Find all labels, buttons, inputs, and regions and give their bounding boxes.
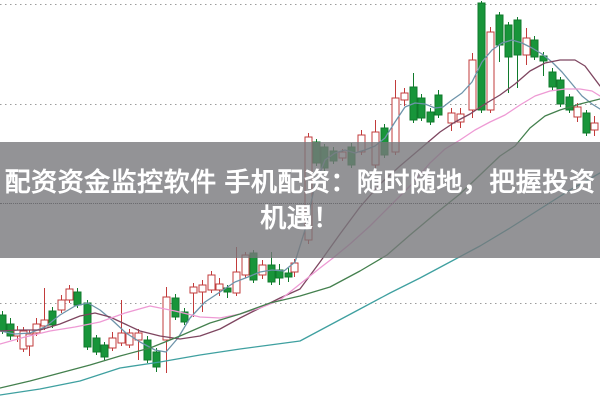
candle-down <box>477 2 486 111</box>
candle-down <box>582 112 591 134</box>
candle-down <box>73 291 82 306</box>
candle-down <box>171 297 180 318</box>
candle-down <box>548 71 557 88</box>
candle-up <box>40 319 49 327</box>
candle-down <box>180 311 189 323</box>
candle-up <box>134 332 143 341</box>
promo-banner: 配资资金监控软件 手机配资：随时随地，把握投资 机遇！ <box>0 142 600 258</box>
candle-up <box>189 286 198 294</box>
candle-down <box>100 344 109 358</box>
ma-green <box>0 98 600 389</box>
candle-down <box>565 96 574 111</box>
candle-up <box>207 274 216 291</box>
candle-up <box>215 283 224 291</box>
candle-up <box>57 299 66 311</box>
candle-down <box>417 97 426 119</box>
candle-down <box>92 337 101 353</box>
candle-down <box>143 339 152 361</box>
candle-down <box>426 111 435 123</box>
candle-up <box>198 284 207 293</box>
candle-up <box>232 271 241 294</box>
candle-down <box>513 19 522 56</box>
banner-text-line2: 机遇！ <box>260 203 340 233</box>
candle-down <box>556 79 565 105</box>
candle-up <box>486 31 495 111</box>
candle-up <box>125 332 134 346</box>
candle-up <box>590 122 599 131</box>
banner-text-line1: 配资资金监控软件 手机配资：随时随地，把握投资 <box>4 167 596 197</box>
candle-down <box>495 14 504 46</box>
candle-down <box>434 94 443 116</box>
gridline-through-banner <box>0 203 600 204</box>
candle-up <box>447 112 456 124</box>
candle-up <box>117 332 126 344</box>
candle-up <box>456 113 465 123</box>
candle-down <box>267 264 276 283</box>
candle-up <box>400 92 409 101</box>
candle-down <box>0 314 7 332</box>
candle-up <box>573 106 582 118</box>
candle-down <box>152 351 161 368</box>
ma-mid-maroon <box>0 59 600 340</box>
candle-up <box>25 333 34 347</box>
candle-up <box>241 254 250 276</box>
candle-up <box>108 337 117 349</box>
candle-up <box>162 296 171 341</box>
candle-down <box>284 272 293 278</box>
candle-up <box>65 288 74 301</box>
candle-up <box>258 264 267 276</box>
candle-down <box>530 39 539 58</box>
